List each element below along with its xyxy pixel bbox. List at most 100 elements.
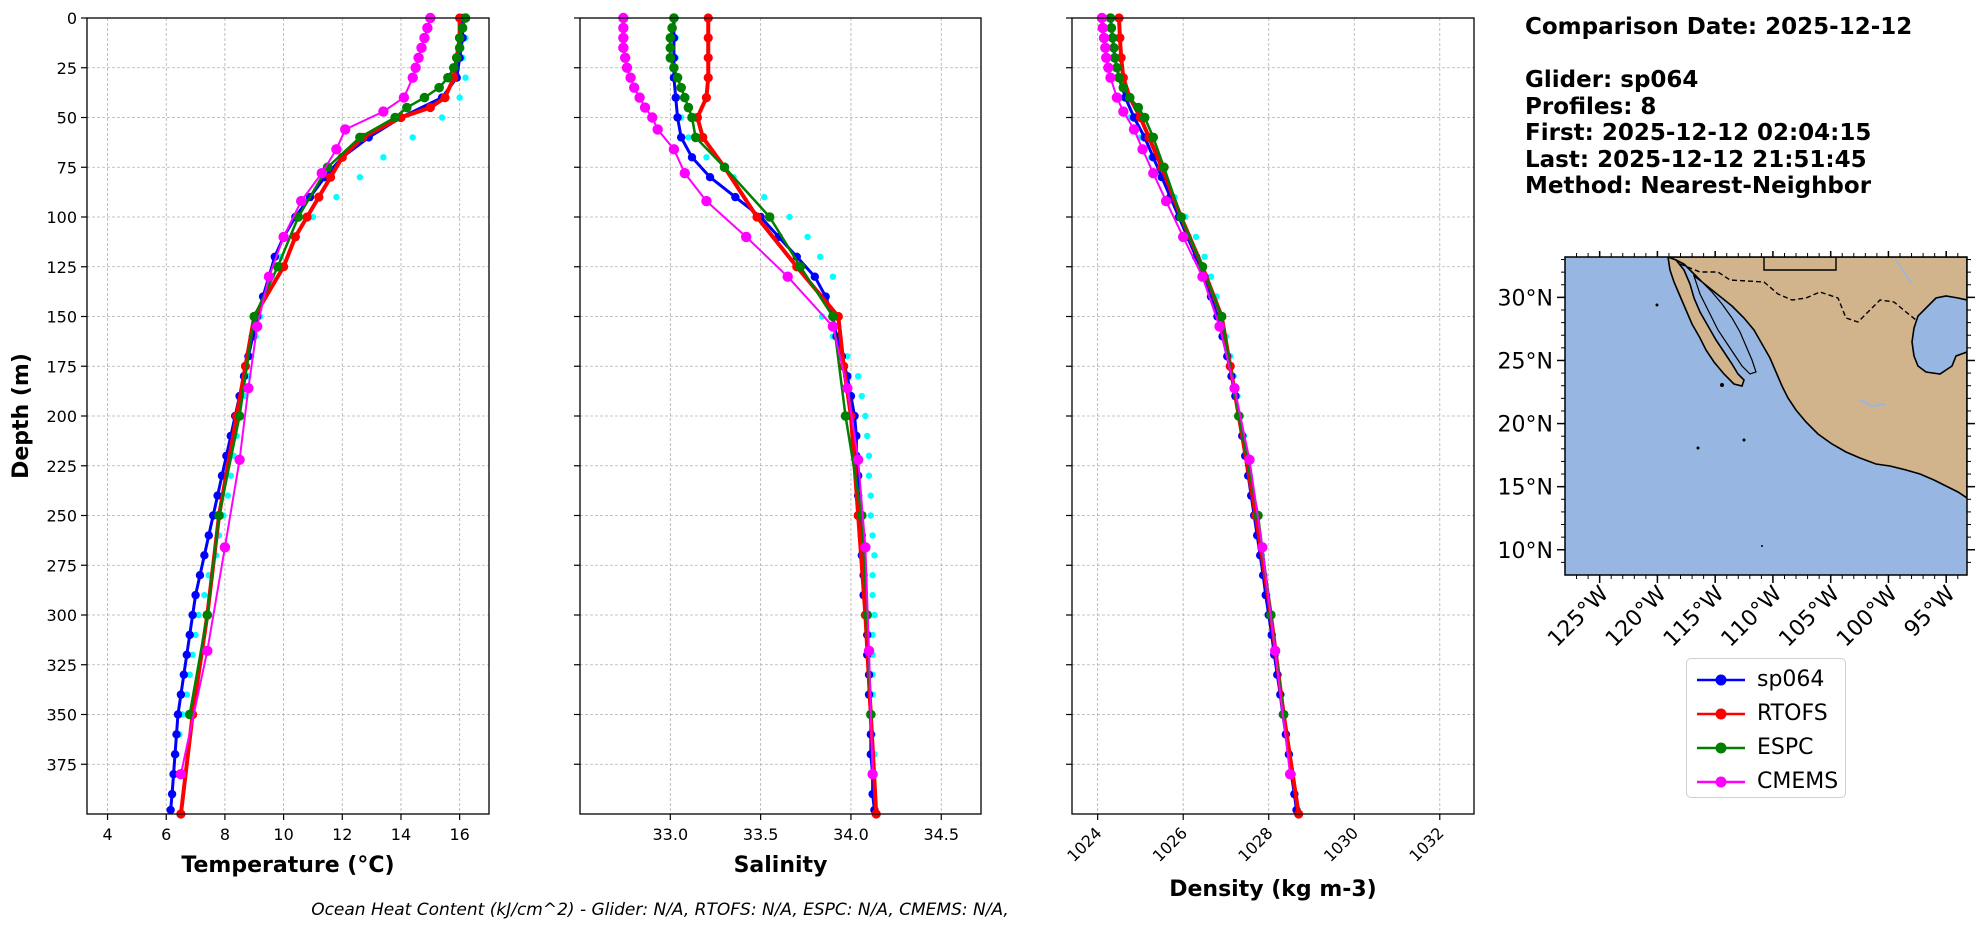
data-point [665,43,676,53]
data-point [325,172,336,182]
data-point [842,382,853,394]
data-point [302,212,312,222]
data-point [683,102,694,113]
legend-marker [1697,708,1745,720]
data-point [752,212,762,222]
comparison-date: Comparison Date: 2025-12-12 [1525,14,1913,40]
data-point [804,233,811,241]
last-profile-time: Last: 2025-12-12 21:51:45 [1525,146,1867,173]
data-point [668,144,680,155]
data-point [1197,271,1208,282]
data-point [782,271,793,282]
legend-marker [1697,776,1745,788]
x-tick-label: 14 [391,825,411,844]
data-point [186,671,193,678]
data-point [380,154,387,161]
legend-marker [1697,674,1745,686]
data-point [619,52,631,63]
data-point [1160,195,1172,207]
spacer [1525,41,1912,68]
profile-count: Profiles: 8 [1525,93,1657,120]
data-point [652,124,663,135]
map-mainland [1667,257,1967,499]
series-line [179,17,432,775]
map-lat-label: 20°N [1498,413,1553,438]
data-point [647,112,658,123]
map-river [1859,399,1887,408]
data-point [860,542,871,553]
ocean-heat-content-note: Ocean Heat Content (kJ/cm^2) - Glider: N… [311,900,1009,920]
x-tick-label: 1026 [1149,823,1191,865]
y-tick-label: 25 [57,59,77,78]
data-point [456,94,463,101]
legend-marker [1697,742,1745,754]
data-point [871,611,878,619]
data-point [1115,33,1125,43]
legend-label: RTOFS [1757,701,1828,726]
map-frame [1564,256,1968,576]
data-point [182,650,191,659]
legend-label: ESPC [1757,735,1814,760]
data-point [340,124,351,135]
data-point [665,53,676,63]
y-tick-label: 175 [46,357,77,376]
data-point [214,510,224,521]
data-point [1118,106,1129,117]
data-point [201,591,208,599]
legend-label: sp064 [1757,667,1825,692]
data-point [172,730,181,739]
data-point [316,168,327,179]
data-point [263,271,275,282]
data-point [1100,42,1111,54]
data-point [1112,62,1122,73]
legend-item: CMEMS [1687,765,1845,799]
data-point [703,73,713,83]
map-baja-peninsula [1667,257,1745,387]
data-point [1192,233,1200,241]
data-point [869,572,876,579]
data-point [1159,162,1169,173]
x-tick-label: 1024 [1063,823,1105,865]
map-border-us [1763,257,1837,271]
data-point [854,373,862,380]
salinity-panel: 33.0 33.5 34.0 34.5 Salinity [574,12,982,878]
series-CMEMS [175,12,436,780]
x-tick-label: 16 [449,825,469,844]
map-border [1679,263,1917,323]
data-point [224,492,232,499]
data-point [667,23,677,33]
map-glider-location [1720,383,1724,387]
x-axis-label: Temperature (°C) [181,853,394,878]
data-point [862,412,869,420]
data-point [249,311,260,322]
series-CMEMS [1096,12,1296,780]
data-point [184,709,195,720]
data-point [1139,112,1150,123]
legend: sp064 RTOFS ESPC CMEMS [1686,658,1846,798]
data-point [1176,212,1186,222]
data-point [690,132,701,143]
data-point [1216,311,1227,322]
map-lon-label: 95°W [1900,581,1961,642]
data-point [202,610,213,620]
data-point [864,432,871,440]
data-point [402,102,412,113]
map-lon-label: 105°W [1774,581,1845,652]
glider-id: Glider: sp064 [1525,67,1699,93]
data-point [1098,32,1110,44]
matching-method: Method: Nearest-Neighbor [1525,173,1872,199]
data-point [166,805,175,815]
data-point [278,231,289,243]
density-panel: 1024 1026 1028 1030 1032 Density (kg m-3) [1063,12,1475,902]
data-point [1106,23,1117,33]
data-point [410,62,421,73]
data-point [705,173,715,182]
data-point [1114,72,1124,83]
data-point [192,631,199,639]
data-point [1201,253,1208,260]
data-point [314,192,324,202]
data-point [679,168,690,179]
data-point [1109,53,1120,63]
x-tick-label: 34.0 [833,825,869,844]
